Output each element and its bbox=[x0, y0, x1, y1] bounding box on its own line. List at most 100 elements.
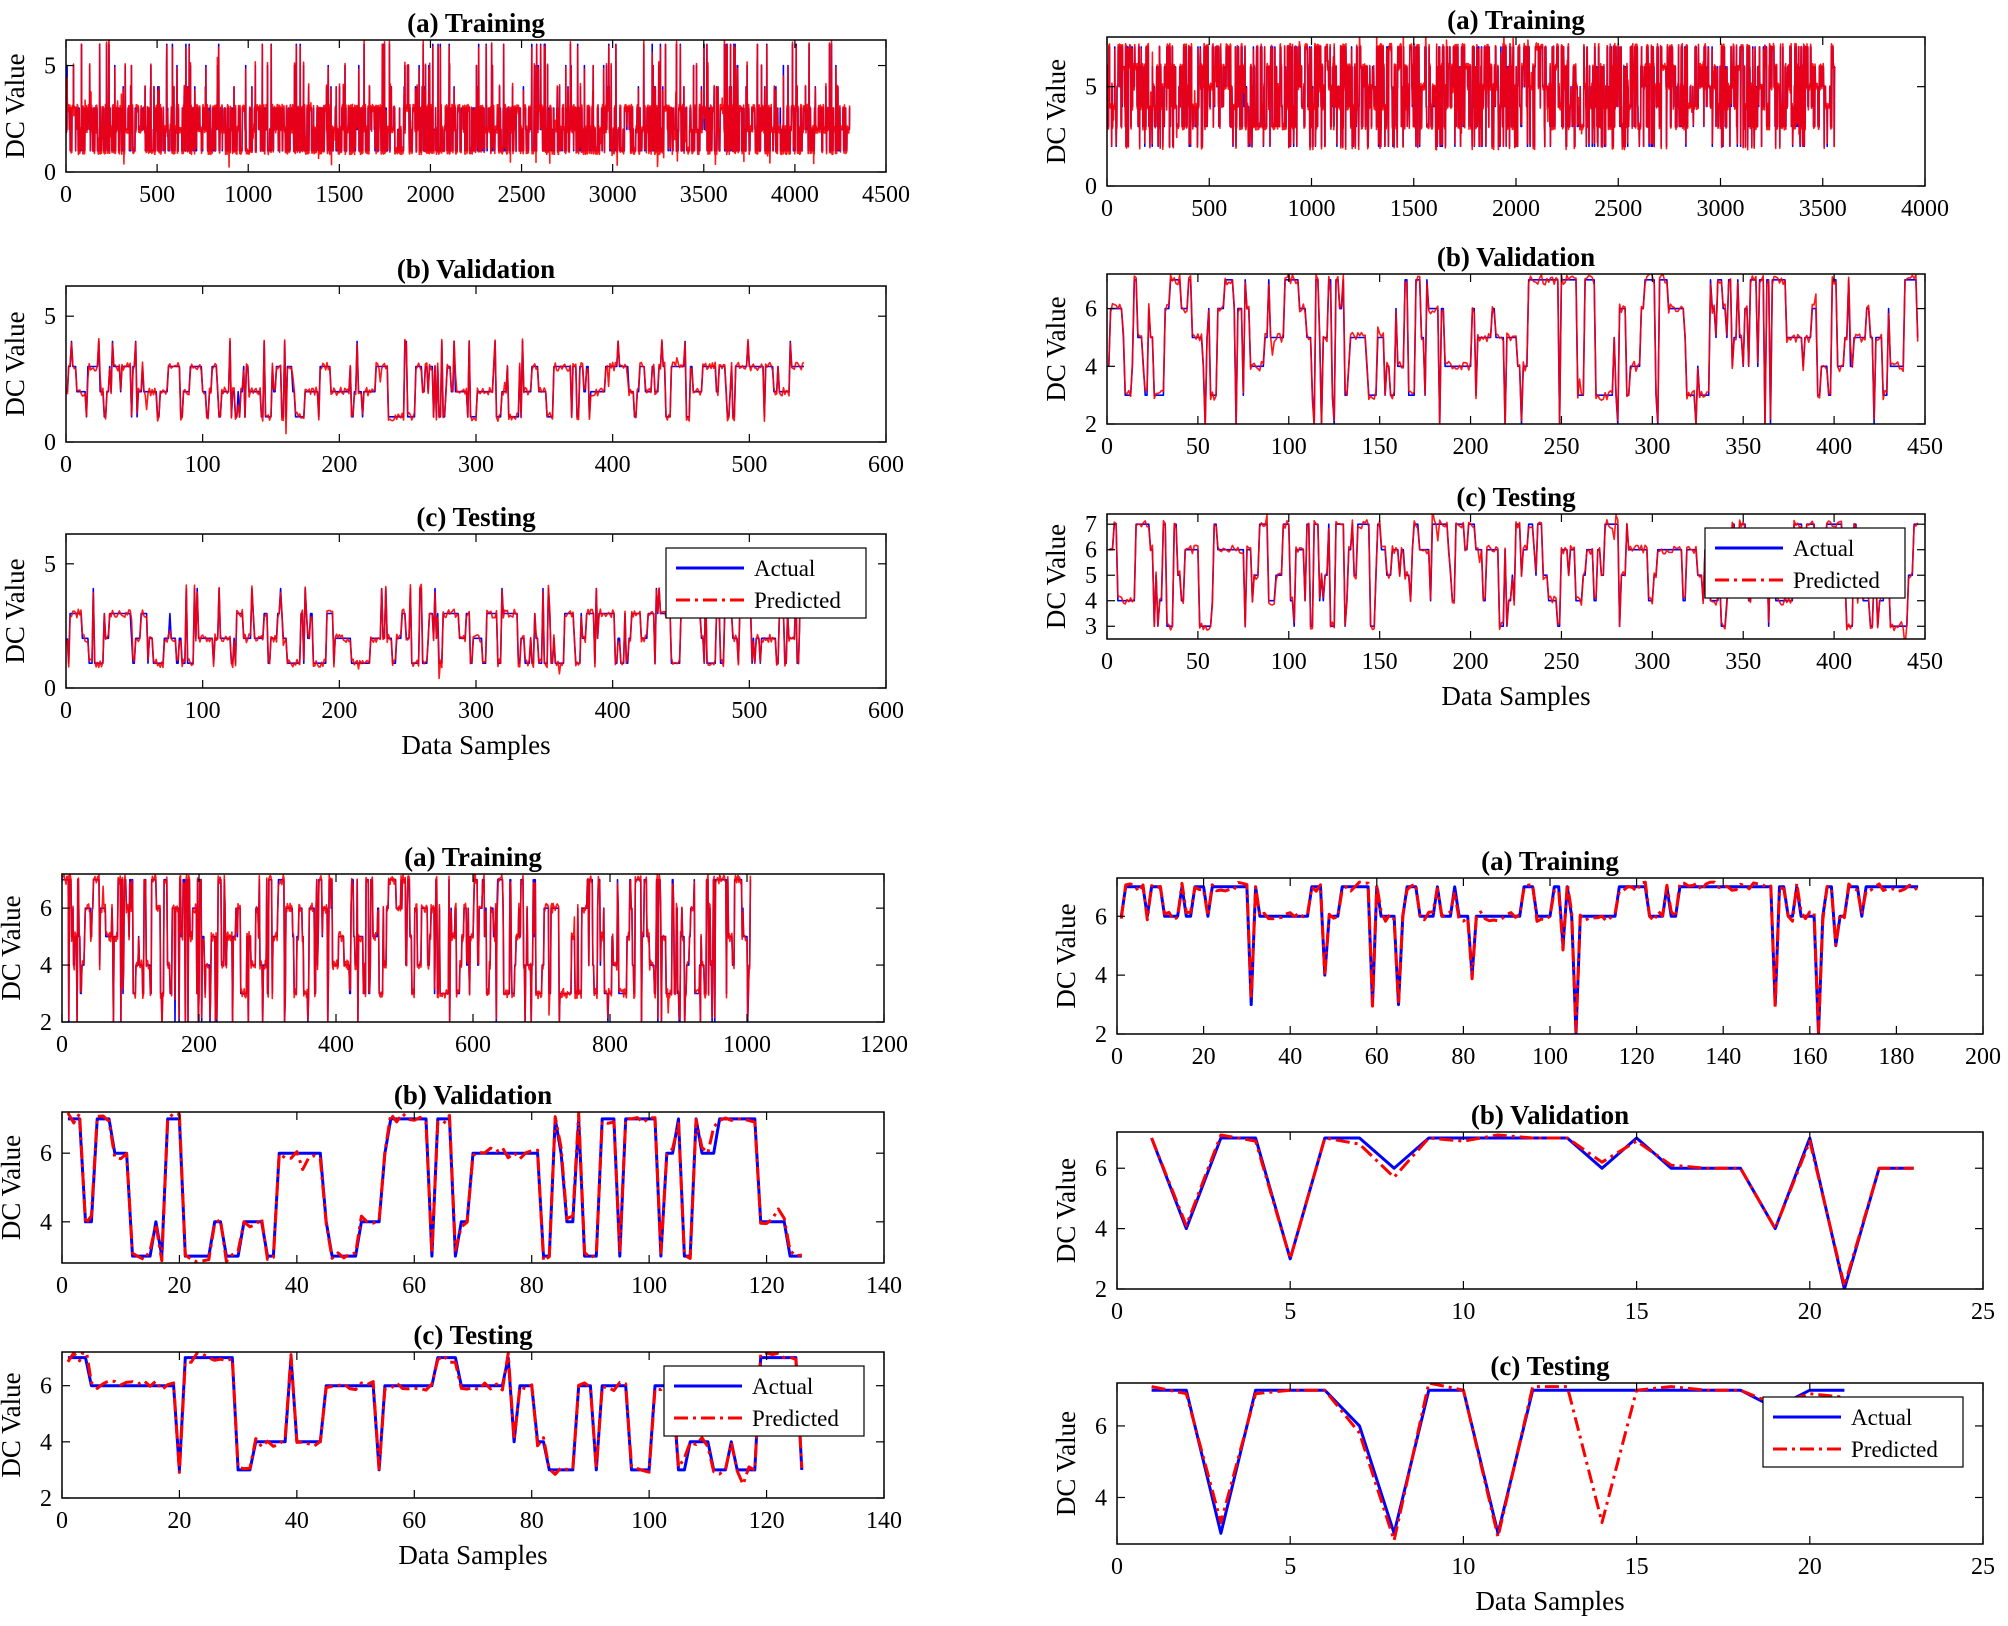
series-predicted-line bbox=[1119, 880, 1920, 1034]
legend-box bbox=[1704, 527, 1906, 599]
x-tick-label: 3000 bbox=[1697, 196, 1745, 222]
y-axis-label: DC Value bbox=[0, 1372, 26, 1477]
x-tick-label: 200 bbox=[1453, 649, 1489, 675]
x-tick-label: 400 bbox=[1816, 649, 1852, 675]
series-predicted-line bbox=[1108, 274, 1919, 424]
x-tick-label: 500 bbox=[731, 452, 767, 478]
y-axis-label: DC Value bbox=[1041, 296, 1071, 401]
axes-frame bbox=[61, 1351, 885, 1499]
x-tick-label: 10 bbox=[1451, 1299, 1475, 1325]
legend-box bbox=[663, 1365, 865, 1437]
y-tick-label: 6 bbox=[1085, 538, 1097, 564]
x-tick-label: 3500 bbox=[680, 182, 728, 208]
subplot-title: (b) Validation bbox=[1437, 242, 1595, 272]
x-axis-label: Data Samples bbox=[398, 1540, 547, 1570]
series-predicted-line bbox=[66, 337, 805, 435]
y-tick-label: 6 bbox=[1095, 1414, 1107, 1440]
series-actual-line bbox=[1150, 1136, 1914, 1289]
x-tick-label: 0 bbox=[56, 1273, 68, 1299]
x-tick-label: 50 bbox=[1186, 649, 1210, 675]
x-tick-label: 400 bbox=[318, 1032, 354, 1058]
y-tick-label: 4 bbox=[40, 1430, 52, 1456]
subplot-title: (b) Validation bbox=[394, 1080, 552, 1110]
y-tick-label: 6 bbox=[40, 1374, 52, 1400]
x-tick-label: 180 bbox=[1878, 1044, 1914, 1070]
x-tick-label: 20 bbox=[1192, 1044, 1216, 1070]
y-tick-label: 2 bbox=[40, 1010, 52, 1036]
y-tick-label: 4 bbox=[1095, 1217, 1107, 1243]
y-tick-label: 4 bbox=[1095, 963, 1107, 989]
x-axis-label: Data Samples bbox=[1441, 681, 1590, 711]
y-axis-label: DC Value bbox=[1051, 1411, 1081, 1516]
series-actual-line bbox=[1151, 1388, 1845, 1535]
x-tick-label: 100 bbox=[631, 1273, 667, 1299]
x-tick-label: 600 bbox=[455, 1032, 491, 1058]
legend-actual-label: Actual bbox=[752, 1374, 813, 1399]
subplot-title: (a) Training bbox=[404, 842, 542, 872]
x-tick-label: 300 bbox=[458, 698, 494, 724]
legend-actual-label: Actual bbox=[754, 556, 815, 581]
x-tick-label: 450 bbox=[1907, 649, 1943, 675]
x-tick-label: 4000 bbox=[771, 182, 819, 208]
x-tick-label: 100 bbox=[1271, 434, 1307, 460]
x-tick-label: 1000 bbox=[1288, 196, 1336, 222]
x-tick-label: 80 bbox=[520, 1508, 544, 1534]
subplot-bottom-right-c: 0 5 10 15 20 25 4 6 (c) Testing DC Value Data Samp… bbox=[1051, 1351, 1995, 1616]
x-tick-label: 160 bbox=[1792, 1044, 1828, 1070]
x-tick-label: 100 bbox=[1532, 1044, 1568, 1070]
x-tick-label: 1200 bbox=[860, 1032, 908, 1058]
x-tick-label: 140 bbox=[1705, 1044, 1741, 1070]
x-tick-label: 2000 bbox=[406, 182, 454, 208]
subplot-title: (c) Testing bbox=[1490, 1351, 1610, 1381]
series-actual-line bbox=[1108, 278, 1919, 424]
x-tick-label: 1000 bbox=[224, 182, 272, 208]
x-tick-label: 15 bbox=[1625, 1299, 1649, 1325]
series-predicted-line bbox=[66, 1352, 804, 1486]
x-tick-label: 200 bbox=[181, 1032, 217, 1058]
x-tick-label: 150 bbox=[1362, 434, 1398, 460]
subplot-bottom-left-b: 0 20 40 60 80 100 120 140 4 6 (b) Validation DC Val… bbox=[0, 1080, 902, 1299]
x-tick-label: 20 bbox=[167, 1508, 191, 1534]
series-group bbox=[66, 1352, 804, 1486]
x-tick-label: 20 bbox=[167, 1273, 191, 1299]
legend: Actual Predicted bbox=[665, 547, 867, 619]
axes-frame bbox=[65, 39, 887, 173]
x-tick-label: 0 bbox=[60, 452, 72, 478]
y-tick-label: 5 bbox=[44, 304, 56, 330]
series-predicted-line bbox=[62, 874, 752, 1022]
x-axis-label: Data Samples bbox=[401, 730, 550, 760]
legend: Actual Predicted bbox=[1762, 1396, 1964, 1468]
subplot-top-left-c: 0 100 200 300 400 500 600 0 5 (c) Testing DC Value… bbox=[0, 502, 904, 760]
x-tick-label: 1500 bbox=[315, 182, 363, 208]
series-group bbox=[1108, 274, 1919, 424]
series-predicted-line bbox=[66, 1112, 803, 1263]
x-tick-label: 200 bbox=[321, 452, 357, 478]
subplot-bottom-left-c: 0 20 40 60 80 100 120 140 2 4 6 (c) Testing DC Value… bbox=[0, 1320, 902, 1570]
x-tick-label: 100 bbox=[1271, 649, 1307, 675]
legend-actual-label: Actual bbox=[1851, 1405, 1912, 1430]
x-tick-label: 400 bbox=[595, 698, 631, 724]
x-tick-label: 60 bbox=[402, 1273, 426, 1299]
y-tick-label: 2 bbox=[1095, 1277, 1107, 1303]
x-tick-label: 80 bbox=[1451, 1044, 1475, 1070]
x-tick-label: 600 bbox=[868, 452, 904, 478]
legend-box bbox=[665, 547, 867, 619]
y-axis-label: DC Value bbox=[1051, 1158, 1081, 1263]
x-tick-label: 500 bbox=[1191, 196, 1227, 222]
y-tick-label: 4 bbox=[40, 1210, 52, 1236]
x-tick-label: 500 bbox=[731, 698, 767, 724]
series-predicted-line bbox=[1151, 1383, 1845, 1542]
y-tick-label: 6 bbox=[40, 896, 52, 922]
x-tick-label: 0 bbox=[1101, 649, 1113, 675]
x-tick-label: 200 bbox=[1965, 1044, 2001, 1070]
x-tick-label: 0 bbox=[1101, 196, 1113, 222]
series-group bbox=[1119, 880, 1920, 1034]
legend-actual-label: Actual bbox=[1793, 536, 1854, 561]
x-tick-label: 300 bbox=[1634, 434, 1670, 460]
legend: Actual Predicted bbox=[663, 1365, 865, 1437]
x-axis-label: Data Samples bbox=[1475, 1586, 1624, 1616]
series-group bbox=[1107, 37, 1836, 151]
x-tick-label: 250 bbox=[1543, 649, 1579, 675]
x-tick-label: 350 bbox=[1725, 649, 1761, 675]
y-axis-label: DC Value bbox=[1051, 903, 1081, 1008]
